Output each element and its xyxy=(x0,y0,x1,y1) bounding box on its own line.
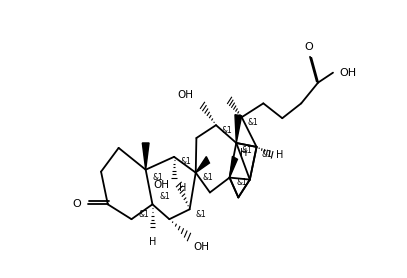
Text: &1: &1 xyxy=(138,210,149,219)
Text: H: H xyxy=(179,183,187,193)
Text: OH: OH xyxy=(153,180,169,190)
Polygon shape xyxy=(235,115,242,143)
Text: &1: &1 xyxy=(153,173,163,182)
Text: OH: OH xyxy=(340,68,357,78)
Text: OH: OH xyxy=(177,90,193,100)
Text: &1: &1 xyxy=(262,150,273,159)
Text: &1: &1 xyxy=(195,210,206,219)
Text: &1: &1 xyxy=(242,147,252,155)
Text: OH: OH xyxy=(193,242,209,252)
Polygon shape xyxy=(230,156,237,178)
Text: &1: &1 xyxy=(203,173,213,182)
Text: &1: &1 xyxy=(236,178,247,187)
Text: &1: &1 xyxy=(159,192,170,201)
Text: O: O xyxy=(304,42,313,52)
Text: H: H xyxy=(240,148,247,158)
Text: &1: &1 xyxy=(247,118,258,127)
Polygon shape xyxy=(142,143,149,170)
Text: H: H xyxy=(149,237,156,247)
Text: O: O xyxy=(73,199,81,209)
Polygon shape xyxy=(196,157,210,173)
Text: H: H xyxy=(276,150,283,160)
Text: &1: &1 xyxy=(181,157,192,166)
Text: &1: &1 xyxy=(221,126,232,135)
